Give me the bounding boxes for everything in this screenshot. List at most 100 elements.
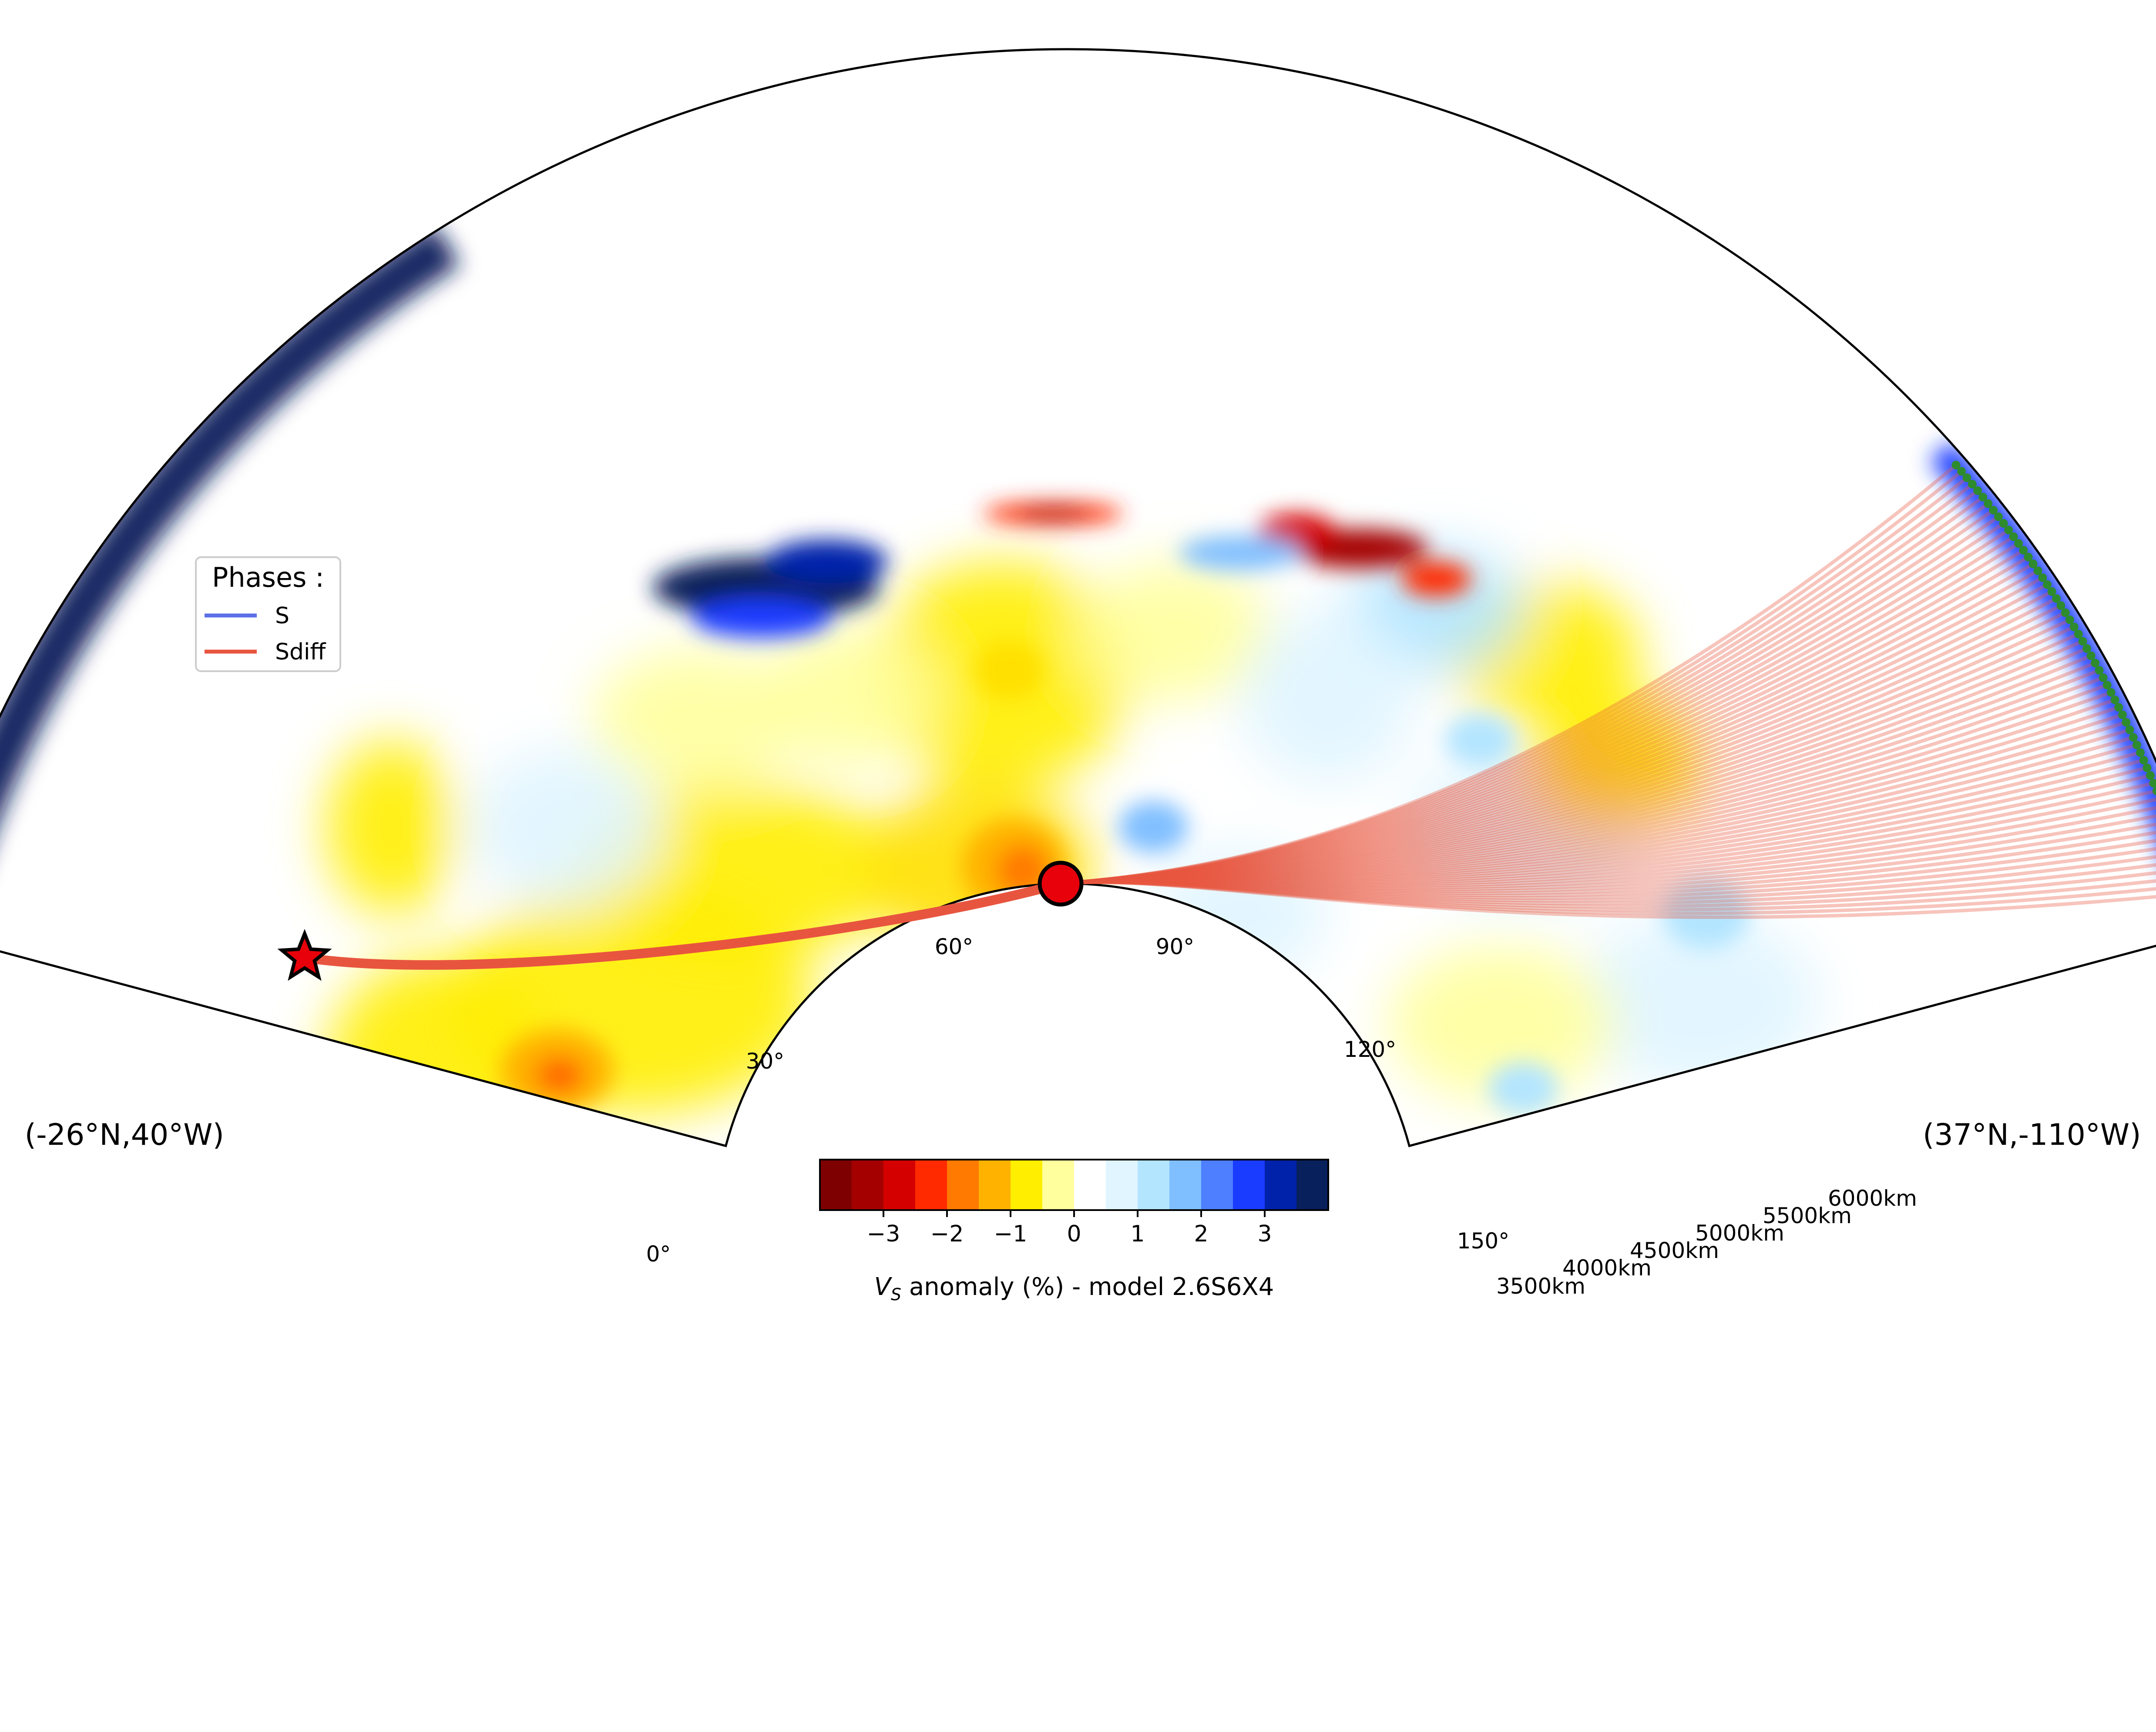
station-marker	[2095, 666, 2104, 675]
section-outline	[0, 48, 2156, 1147]
angle-tick-60: 60°	[935, 934, 974, 959]
colorbar-cell	[1265, 1160, 1297, 1210]
station-marker	[2149, 779, 2156, 788]
colorbar-tick-label: −1	[994, 1221, 1028, 1247]
angle-tick-150: 150°	[1457, 1228, 1509, 1254]
colorbar-cell	[1138, 1160, 1170, 1210]
right-endpoint-label: (37°N,-110°W)	[1923, 1118, 2141, 1152]
station-marker	[2024, 552, 2033, 562]
radius-tick-labels: 3500km 4000km 4500km 5000km 5500km 6000k…	[1496, 1186, 1917, 1299]
colorbar-cell	[979, 1160, 1011, 1210]
station-marker	[2014, 539, 2023, 548]
legend-frame	[195, 556, 341, 672]
station-marker	[2061, 608, 2070, 617]
radius-tick-5500: 5500km	[1763, 1203, 1852, 1228]
station-marker	[2078, 637, 2087, 646]
station-marker	[2106, 688, 2116, 697]
core-entry-marker	[1038, 861, 1084, 907]
station-marker	[2136, 748, 2145, 757]
colorbar-cell	[1233, 1160, 1265, 1210]
legend-label-s: S	[275, 603, 289, 629]
station-marker	[1957, 467, 1966, 476]
station-marker	[2082, 644, 2092, 653]
sdiff-ray-bundle	[304, 879, 1062, 970]
station-marker	[2118, 710, 2127, 720]
colorbar-tick-label: 3	[1257, 1221, 1272, 1247]
station-marker	[2129, 733, 2138, 742]
legend-label-sdiff: Sdiff	[275, 639, 326, 665]
station-marker	[2056, 601, 2065, 610]
colorbar-tick-label: −3	[867, 1221, 900, 1247]
colorbar-cell	[1042, 1160, 1075, 1210]
station-marker	[2146, 771, 2155, 780]
colorbar-cell	[883, 1160, 916, 1210]
station-marker	[1984, 499, 1993, 508]
angle-tick-120: 120°	[1344, 1037, 1396, 1062]
station-marker	[2125, 725, 2134, 734]
colorbar-cell	[1201, 1160, 1233, 1210]
station-marker	[2143, 763, 2152, 773]
angle-tick-30: 30°	[746, 1049, 785, 1074]
colorbar-cell	[1169, 1160, 1202, 1210]
colorbar-cell	[1106, 1160, 1138, 1210]
station-marker	[1951, 461, 1961, 470]
station-marker	[1978, 492, 1988, 501]
station-marker	[2091, 659, 2100, 668]
colorbar-cell	[852, 1160, 884, 1210]
angle-tick-0: 0°	[646, 1241, 671, 1267]
station-marker	[2004, 525, 2013, 535]
station-marker	[2028, 559, 2038, 568]
station-marker	[2047, 587, 2056, 596]
legend-title: Phases :	[212, 562, 324, 593]
colorbar-cell	[820, 1160, 852, 1210]
station-marker	[2052, 594, 2061, 603]
station-marker	[2038, 573, 2047, 582]
station-marker	[2110, 695, 2119, 704]
station-marker	[2102, 680, 2112, 689]
source-star-marker	[277, 929, 332, 981]
radius-tick-6000: 6000km	[1828, 1186, 1917, 1211]
station-marker	[2099, 673, 2108, 682]
station-marker	[2069, 622, 2079, 632]
station-marker	[2139, 756, 2148, 765]
station-marker	[2033, 566, 2042, 575]
station-marker	[2132, 740, 2141, 750]
station-marker	[1968, 480, 1977, 489]
colorbar-cell	[1011, 1160, 1043, 1210]
colorbar-cells	[820, 1160, 1329, 1210]
station-marker	[1962, 473, 1971, 482]
station-marker	[2043, 580, 2052, 589]
colorbar-ticks: −3 −2 −1 0 1 2 3	[867, 1221, 1272, 1247]
colorbar-cell	[1074, 1160, 1106, 1210]
station-marker	[2114, 703, 2123, 712]
station-marker	[2074, 629, 2083, 639]
colorbar-tick-label: 2	[1194, 1221, 1208, 1247]
radius-tick-5000: 5000km	[1695, 1221, 1784, 1246]
colorbar-cell	[1296, 1160, 1329, 1210]
station-marker	[1994, 512, 2003, 521]
colorbar-cell	[947, 1160, 979, 1210]
station-marker	[2019, 546, 2028, 555]
colorbar-cell	[915, 1160, 947, 1210]
station-marker	[2122, 718, 2131, 727]
colorbar-tick-marks	[883, 1210, 1266, 1217]
station-marker	[2065, 615, 2074, 624]
colorbar-label: VS anomaly (%) - model 2.6S6X4	[874, 1273, 1274, 1304]
radius-tick-4000: 4000km	[1562, 1255, 1652, 1281]
colorbar-tick-label: 1	[1130, 1221, 1145, 1247]
colorbar: −3 −2 −1 0 1 2 3 VS anomaly (%) - model …	[819, 1159, 1329, 1304]
radius-tick-3500: 3500km	[1496, 1274, 1585, 1299]
station-marker	[2152, 787, 2156, 795]
radius-tick-4500: 4500km	[1630, 1238, 1719, 1263]
station-marker	[1999, 519, 2008, 528]
station-marker	[2009, 532, 2018, 541]
station-marker	[2086, 651, 2096, 660]
station-marker	[1989, 505, 1998, 515]
station-markers	[1951, 461, 2156, 800]
phase-legend: Phases : S Sdiff	[195, 556, 341, 672]
station-marker	[1973, 486, 1982, 495]
angle-tick-90: 90°	[1156, 934, 1195, 959]
colorbar-tick-label: −2	[930, 1221, 964, 1247]
